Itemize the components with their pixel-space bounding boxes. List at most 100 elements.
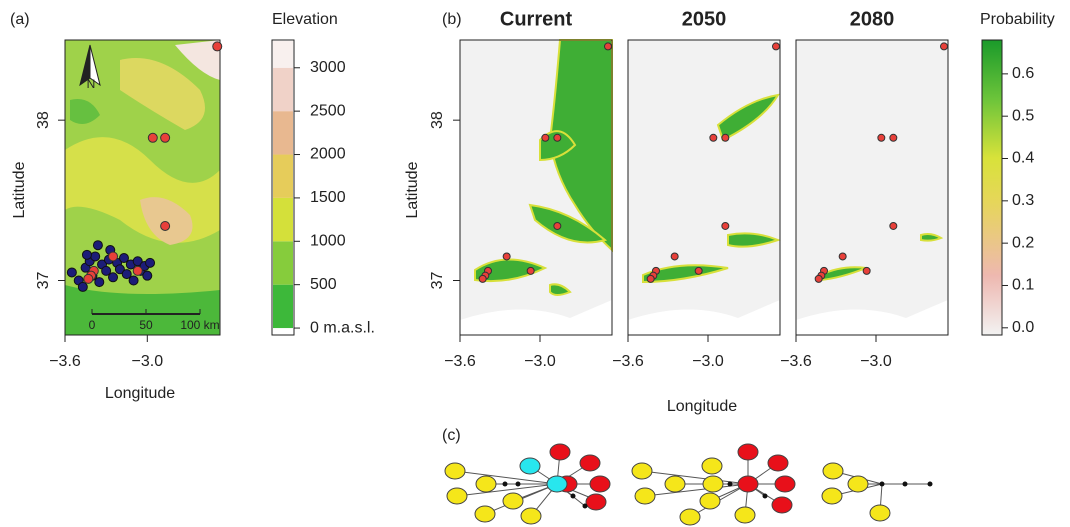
sample-point [143, 271, 152, 280]
sample-point [78, 282, 87, 291]
sample-point [109, 273, 118, 282]
network-node [870, 505, 890, 521]
network-junction [516, 482, 521, 487]
site-point [605, 43, 612, 50]
sample-point [93, 241, 102, 250]
site-point [710, 134, 717, 141]
network-node [772, 497, 792, 513]
network-node [703, 476, 723, 492]
site-point [722, 134, 729, 141]
colorbar-band [273, 111, 293, 154]
site-point [554, 222, 561, 229]
site-point [161, 221, 170, 230]
colorbar-band [273, 68, 293, 111]
map-title: 2080 [850, 8, 895, 30]
site-point [542, 134, 549, 141]
network-junction [503, 482, 508, 487]
site-point [671, 253, 678, 260]
colorbar-band [273, 155, 293, 198]
network-node [520, 458, 540, 474]
site-point [890, 222, 897, 229]
network-node [475, 506, 495, 522]
sample-point [95, 278, 104, 287]
x-axis-label: Longitude [667, 398, 737, 415]
network-node [580, 455, 600, 471]
network-node [632, 463, 652, 479]
site-point [213, 42, 222, 51]
tick-label: 1000 [310, 233, 346, 250]
sample-point [82, 250, 91, 259]
scale-label: 50 [139, 318, 153, 332]
network-node [635, 488, 655, 504]
legend-title: Probability [980, 11, 1055, 28]
figure: N (a) Longitude Latitude Elevation (b) L… [0, 0, 1070, 527]
site-point [839, 253, 846, 260]
y-tick-label: 37 [429, 271, 446, 289]
network-node [822, 488, 842, 504]
network-node [665, 476, 685, 492]
tick-label: 3000 [310, 59, 346, 76]
site-point [554, 134, 561, 141]
colorbar-band [273, 198, 293, 241]
sample-point [129, 276, 138, 285]
x-tick-label: −3.6 [612, 353, 644, 370]
network-junction [571, 494, 576, 499]
x-tick-label: −3.0 [692, 353, 724, 370]
site-point [503, 253, 510, 260]
site-point [815, 275, 822, 282]
network-junction [928, 482, 933, 487]
x-axis-label: Longitude [105, 385, 175, 402]
network-node [550, 444, 570, 460]
network-node [447, 488, 467, 504]
tick-label: 0.2 [1012, 234, 1034, 251]
tick-label: 2000 [310, 146, 346, 163]
sample-point [91, 252, 100, 261]
tick-label: 0.6 [1012, 65, 1034, 82]
network-node [735, 507, 755, 523]
network-junction [583, 504, 588, 509]
network-junction [763, 494, 768, 499]
tick-label: 2500 [310, 102, 346, 119]
y-axis-label: Latitude [404, 161, 421, 218]
site-point [84, 274, 93, 283]
network-edge [645, 484, 748, 496]
colorbar [982, 40, 1002, 335]
panel-label: (c) [442, 427, 461, 444]
network-node [775, 476, 795, 492]
tick-label: 500 [310, 276, 337, 293]
site-point [479, 275, 486, 282]
x-tick-label: −3.0 [524, 353, 556, 370]
network-node [680, 509, 700, 525]
network-node [590, 476, 610, 492]
network-node [848, 476, 868, 492]
network-node [823, 463, 843, 479]
network-junction [728, 482, 733, 487]
colorbar-band [273, 241, 293, 284]
site-point [109, 252, 118, 261]
scale-label: 100 km [180, 318, 219, 332]
y-tick-label: 38 [429, 111, 446, 129]
tick-label: 1500 [310, 189, 346, 206]
network-node [586, 494, 606, 510]
y-tick-label: 38 [35, 111, 52, 129]
network-node [503, 493, 523, 509]
legend-title: Elevation [272, 11, 338, 28]
site-point [722, 222, 729, 229]
tick-label: 0.3 [1012, 192, 1034, 209]
site-point [133, 266, 142, 275]
north-label: N [87, 77, 96, 91]
network-edge [642, 471, 748, 484]
network-node [738, 476, 758, 492]
network-node [521, 508, 541, 524]
sample-point [67, 268, 76, 277]
x-tick-label: −3.0 [860, 353, 892, 370]
network-node [547, 476, 567, 492]
network-junction [903, 482, 908, 487]
site-point [773, 43, 780, 50]
site-point [941, 43, 948, 50]
x-tick-label: −3.0 [132, 353, 164, 370]
tick-label: 0.5 [1012, 107, 1034, 124]
sample-point [146, 258, 155, 267]
site-point [527, 267, 534, 274]
network-node [476, 476, 496, 492]
